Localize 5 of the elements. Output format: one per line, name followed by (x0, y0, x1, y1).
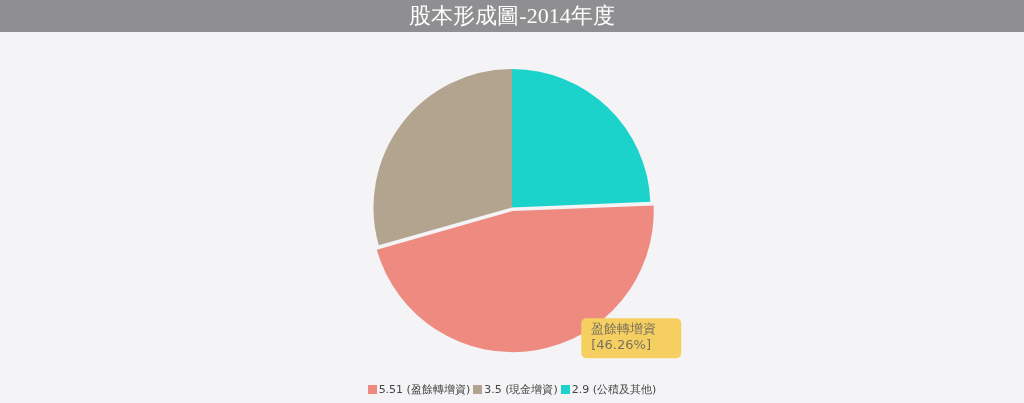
legend-label: 5.51 (盈餘轉增資) (378, 381, 471, 397)
chart-title: 股本形成圖-2014年度 (0, 0, 1024, 32)
text: 盈餘轉增資 [46.26%] (591, 321, 657, 353)
legend-label: 2.9 (公積及其他) (571, 381, 657, 397)
legend-label: 3.5 (現金增資) (484, 381, 558, 397)
